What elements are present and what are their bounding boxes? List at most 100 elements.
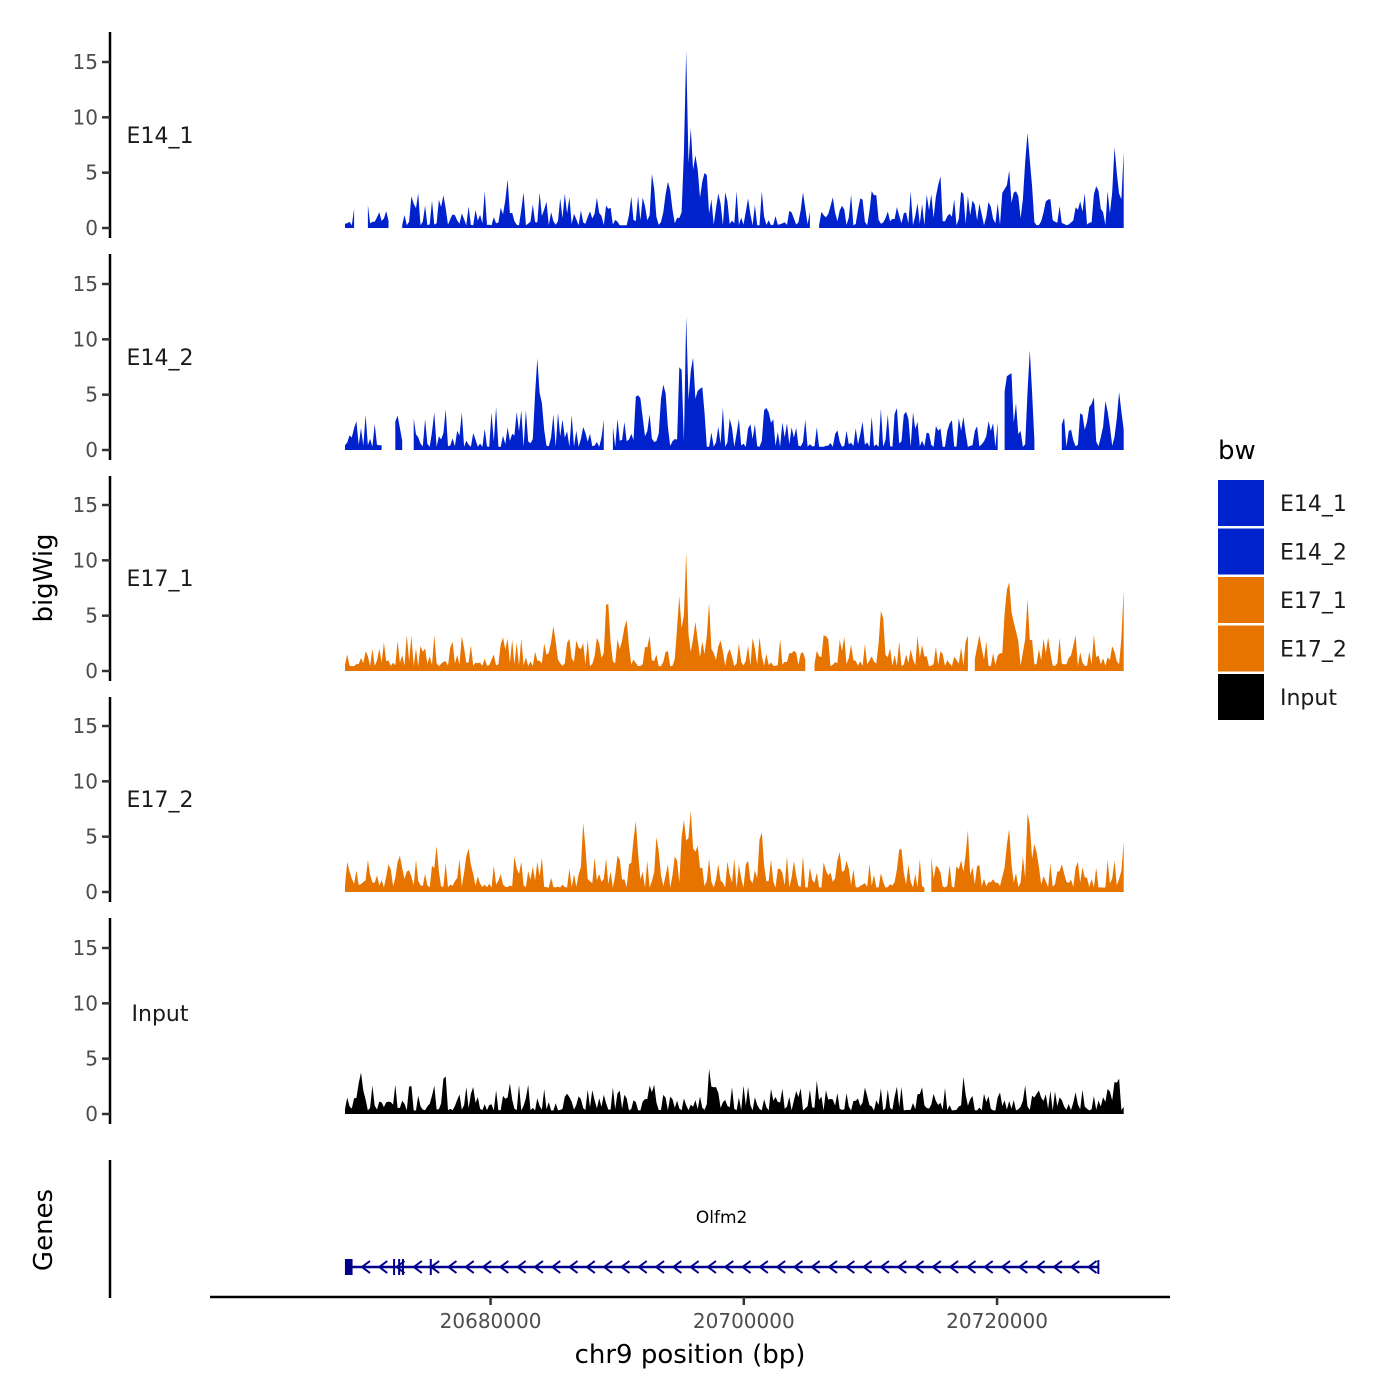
y-tick-label: 10 [73, 769, 98, 793]
track-e14-2: 0 5 10 15 E14_2 [73, 254, 1124, 462]
legend-swatch [1218, 528, 1264, 575]
gene-exon [398, 1259, 401, 1275]
legend-label: E14_2 [1280, 541, 1347, 566]
strand-arrow [965, 1260, 977, 1274]
strand-arrow [1069, 1260, 1080, 1274]
strand-arrow [706, 1260, 717, 1274]
y-tick-label: 5 [85, 161, 98, 185]
strand-arrow [446, 1260, 458, 1274]
track-e14-1: 0 5 10 15 E14_1 [73, 32, 1124, 240]
strand-arrow [515, 1260, 527, 1274]
y-tick-label: 15 [73, 714, 98, 738]
y-axis-title: bigWig [29, 533, 59, 622]
strand-arrow [464, 1260, 475, 1274]
y-tick-label: 5 [85, 825, 98, 849]
legend-title: bw [1218, 436, 1256, 466]
x-tick-label: 20720000 [946, 1309, 1048, 1333]
y-tick-label: 0 [85, 880, 98, 904]
strand-arrow [637, 1260, 648, 1274]
strand-arrow [983, 1260, 994, 1274]
strand-arrow [844, 1260, 855, 1274]
y-tick-label: 5 [85, 604, 98, 628]
legend-swatch [1218, 674, 1264, 720]
strand-arrow [896, 1260, 907, 1274]
track-label: Input [132, 1002, 189, 1027]
gene-exon [393, 1259, 396, 1275]
track-e17-1: 0 5 10 15 E17_1 [73, 476, 1124, 683]
x-tick-label: 20700000 [693, 1309, 795, 1333]
y-tick-label: 15 [73, 50, 98, 74]
x-axis-title: chr9 position (bp) [575, 1340, 806, 1370]
y-tick-label: 15 [73, 272, 98, 296]
y-tick-label: 5 [85, 383, 98, 407]
strand-arrow [948, 1260, 959, 1274]
legend-label: E14_1 [1280, 492, 1347, 517]
strand-arrow [585, 1260, 596, 1274]
strand-arrow [377, 1260, 388, 1274]
strand-arrow [879, 1260, 890, 1274]
legend-label: E17_2 [1280, 638, 1347, 663]
track-input: 0 5 10 15 Input [73, 918, 1124, 1126]
y-tick-label: 0 [85, 1102, 98, 1126]
strand-arrow [810, 1260, 821, 1274]
signal-area [345, 1068, 1124, 1114]
strand-arrow [394, 1260, 406, 1274]
y-tick-label: 0 [85, 659, 98, 683]
legend-swatch [1218, 577, 1264, 623]
y-tick-label: 5 [85, 1047, 98, 1071]
strand-arrow [360, 1260, 371, 1274]
x-axis: 20680000 20700000 20720000 [210, 1295, 1170, 1333]
gene-exon [344, 1259, 353, 1275]
strand-arrow [1034, 1260, 1046, 1274]
strand-arrow [654, 1260, 665, 1274]
strand-arrow [533, 1260, 544, 1274]
signal-area [345, 810, 1124, 892]
genes-panel: Olfm2 [108, 1160, 1100, 1298]
track-label: E17_1 [127, 567, 194, 592]
strand-arrow [550, 1260, 561, 1274]
strand-arrow [792, 1260, 804, 1274]
strand-arrow [567, 1260, 579, 1274]
strand-arrow [1017, 1260, 1028, 1274]
strand-arrow [481, 1260, 492, 1274]
y-tick-label: 15 [73, 493, 98, 517]
track-label: E14_2 [127, 346, 194, 371]
legend-swatch [1218, 480, 1264, 526]
signal-area [345, 50, 1124, 229]
y-tick-label: 10 [73, 991, 98, 1015]
track-label: E14_1 [127, 124, 194, 149]
strand-arrow [827, 1260, 838, 1274]
y-tick-label: 10 [73, 327, 98, 351]
coverage-tracks: 0 5 10 15 E14_1 0 5 10 15 E14_2 0 5 10 15 E17_1 0 5 10 15 E… [73, 32, 1124, 1126]
strand-arrow [861, 1260, 873, 1274]
gene-exon [401, 1259, 404, 1275]
strand-arrow [498, 1260, 509, 1274]
y-tick-label: 15 [73, 936, 98, 960]
strand-arrow [758, 1260, 769, 1274]
legend: bw E14_1 E14_2 E17_1 E17_2 Input [1218, 436, 1347, 720]
strand-arrow [1052, 1260, 1063, 1274]
strand-arrow [1000, 1260, 1011, 1274]
strand-arrow [723, 1260, 734, 1274]
strand-arrow [619, 1260, 631, 1274]
legend-label: E17_1 [1280, 589, 1347, 614]
signal-area [345, 552, 1124, 671]
strand-arrow [1086, 1260, 1098, 1274]
track-label: E17_2 [127, 788, 194, 813]
strand-arrow [931, 1260, 942, 1274]
gene-label: Olfm2 [696, 1208, 747, 1228]
y-tick-label: 0 [85, 216, 98, 240]
strand-arrow [671, 1260, 682, 1274]
y-tick-label: 0 [85, 438, 98, 462]
x-tick-label: 20680000 [440, 1309, 542, 1333]
strand-arrow [688, 1260, 700, 1274]
y-tick-label: 10 [73, 105, 98, 129]
signal-area [345, 316, 1124, 450]
strand-arrow [775, 1260, 786, 1274]
genes-axis-title: Genes [29, 1189, 59, 1271]
strand-arrow [412, 1260, 423, 1274]
legend-swatch [1218, 625, 1264, 672]
y-tick-label: 10 [73, 548, 98, 572]
track-e17-2: 0 5 10 15 E17_2 [73, 697, 1124, 904]
